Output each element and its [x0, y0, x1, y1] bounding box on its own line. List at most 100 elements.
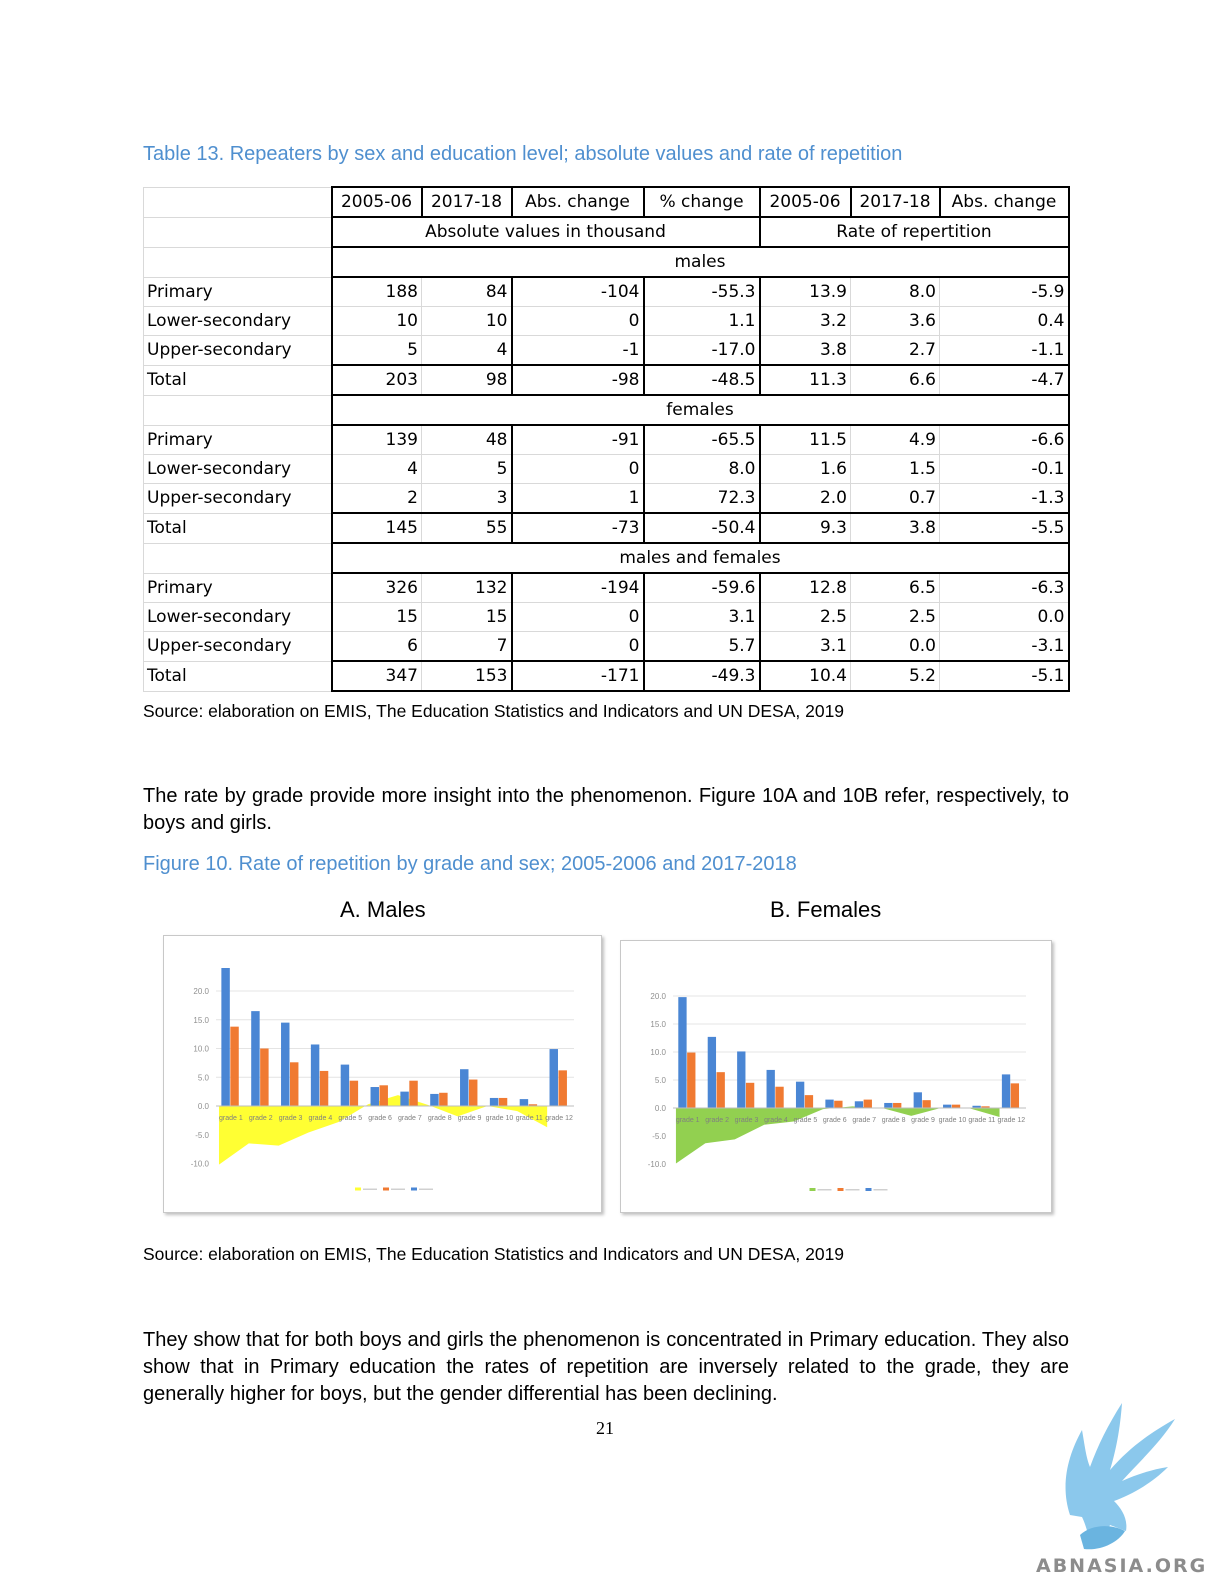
panel-a-title: A. Males: [340, 897, 426, 922]
column-header: % change: [642, 186, 761, 218]
bar: [854, 1101, 864, 1108]
table-cell: 3.8: [759, 335, 851, 366]
legend-text-blur: [845, 1189, 860, 1191]
table-cell: 11.3: [759, 364, 851, 396]
group-header: Rate of repertition: [758, 216, 1070, 248]
table-cell: -1.1: [939, 335, 1070, 366]
table-cell: 6.5: [850, 572, 940, 603]
row-label: Primary: [143, 424, 332, 455]
table-cell: -59.6: [643, 572, 761, 603]
row-label: Primary: [143, 572, 332, 603]
table-row: Primary 139 48 -91 -65.5 11.5 4.9 -6.6: [143, 424, 1070, 455]
category-label: grade 8: [428, 1115, 452, 1122]
table-row: Lower-secondary 10 10 0 1.1 3.2 3.6 0.4: [143, 306, 1070, 336]
y-tick-label: -5.0: [195, 1131, 209, 1140]
table-cell: 188: [330, 276, 422, 307]
table-cell: 3.6: [850, 306, 940, 336]
table-cell: 1.5: [850, 454, 940, 484]
table-cell: -5.5: [939, 512, 1070, 544]
bar: [745, 1082, 755, 1108]
bar: [379, 1085, 388, 1106]
diff-area: [218, 1095, 548, 1165]
column-header: Abs. change: [510, 186, 645, 218]
table-cell: 3.8: [850, 512, 940, 544]
table-cell: -49.3: [643, 660, 761, 692]
table-cell: 0: [511, 631, 645, 662]
table-cell: 72.3: [643, 483, 761, 514]
table-corner-cell: [143, 186, 332, 218]
y-tick-label: 15.0: [193, 1016, 209, 1025]
table-cell: 0: [511, 602, 645, 632]
table-source: Source: elaboration on EMIS, The Educati…: [143, 701, 845, 721]
table-row: Total 203 98 -98 -48.5 11.3 6.6 -4.7: [143, 364, 1070, 396]
group-header: Absolute values in thousand: [330, 216, 761, 248]
row-label: Upper-secondary: [143, 483, 332, 514]
table-cell: 3: [421, 483, 513, 514]
table-row: Upper-secondary 6 7 0 5.7 3.1 0.0 -3.1: [143, 631, 1070, 662]
legend-swatch: [865, 1188, 872, 1191]
table-cell: 48: [421, 424, 513, 455]
bar: [687, 1052, 696, 1108]
table-cell: 326: [330, 572, 422, 603]
bar: [251, 1011, 260, 1106]
table-cell: 4: [421, 335, 513, 366]
bar: [340, 1064, 350, 1106]
chart-males-svg: 20.0 15.0 10.0 5.0 0.0 -5.0 -10.0 grade 1 grade …: [191, 968, 574, 1191]
bar: [775, 1086, 784, 1108]
table-cell: 12.8: [759, 572, 851, 603]
table-cell: 203: [330, 364, 422, 396]
table-cell: -6.6: [939, 424, 1070, 455]
bar: [884, 1102, 893, 1108]
table-row: Lower-secondary 4 5 0 8.0 1.6 1.5 -0.1: [143, 454, 1070, 484]
bar: [893, 1102, 902, 1108]
table-cell: 11.5: [759, 424, 851, 455]
legend-swatch: [383, 1187, 389, 1191]
bar: [349, 1080, 359, 1106]
table-cell: -171: [511, 660, 645, 692]
table-cell: 15: [421, 602, 513, 632]
bar: [922, 1100, 931, 1108]
table-cell: 10: [330, 306, 422, 336]
category-label: grade 3: [735, 1117, 759, 1124]
category-label: grade 12: [545, 1115, 573, 1122]
column-header: 2017-18: [420, 186, 513, 218]
table-cell: 2: [330, 483, 422, 514]
table-cell: 10: [421, 306, 513, 336]
bar: [558, 1070, 567, 1106]
section-header: males: [330, 246, 1070, 278]
bar: [825, 1099, 834, 1108]
bar: [913, 1092, 922, 1108]
table-cell: 5: [330, 335, 422, 366]
bar: [519, 1099, 529, 1106]
table-corner-cell: [143, 542, 332, 574]
table-cell: 9.3: [759, 512, 851, 544]
table-cell: -1.3: [939, 483, 1070, 514]
bar: [409, 1080, 418, 1106]
category-label: grade 3: [279, 1115, 303, 1122]
column-header: 2005-06: [330, 186, 423, 218]
row-label: Primary: [143, 276, 332, 307]
category-label: grade 10: [486, 1115, 514, 1122]
chart-males: 20.0 15.0 10.0 5.0 0.0 -5.0 -10.0 grade 1 grade …: [163, 935, 602, 1213]
table-cell: 0: [511, 306, 645, 336]
legend-text-blur: [873, 1189, 888, 1191]
bar: [795, 1081, 805, 1108]
bar: [319, 1070, 329, 1106]
table-cell: -3.1: [939, 631, 1070, 662]
section-header: females: [330, 394, 1070, 426]
category-label: grade 2: [705, 1117, 729, 1124]
category-label: grade 11: [516, 1115, 543, 1122]
y-tick-label: 20.0: [193, 987, 209, 996]
bar: [737, 1051, 746, 1108]
row-label: Upper-secondary: [143, 335, 332, 366]
table-header-row: 2005-06 2017-18 Abs. change% change 2005-06…: [143, 186, 1070, 218]
y-tick-label: 0.0: [655, 1104, 667, 1113]
table-cell: 132: [421, 572, 513, 603]
paragraph-conclusion: They show that for both boys and girls t…: [143, 1329, 1069, 1405]
table-row: Total 347 153 -171 -49.3 10.4 5.2 -5.1: [143, 660, 1070, 692]
table-cell: 0.0: [850, 631, 940, 662]
table-caption: Table 13. Repeaters by sex and education…: [143, 143, 903, 165]
y-tick-label: -10.0: [191, 1160, 210, 1169]
y-tick-label: 10.0: [650, 1048, 666, 1057]
table-cell: -17.0: [643, 335, 761, 366]
